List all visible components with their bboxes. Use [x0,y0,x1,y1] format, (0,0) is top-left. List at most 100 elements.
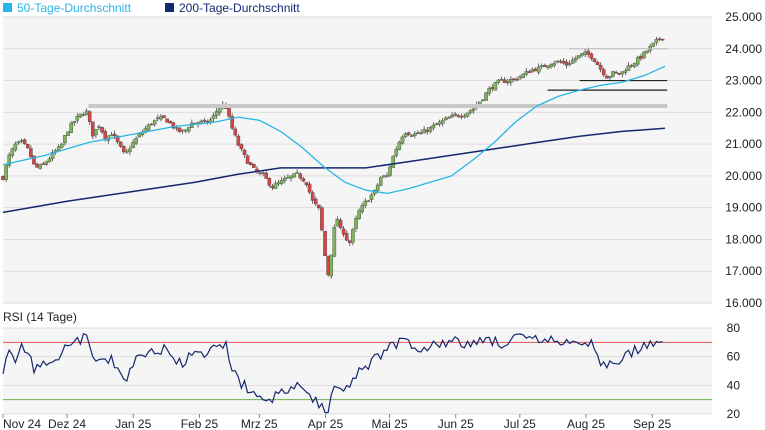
x-tick-label: Feb 25 [181,417,219,430]
candle-body [1,176,5,180]
candle-body [326,255,330,275]
candle-body [657,38,662,40]
candle-body [580,53,584,56]
candle-body [564,61,569,66]
rsi-series [2,332,663,414]
candle-body [416,132,420,134]
candle-body [570,59,575,64]
candle-body [601,69,606,76]
candle-body [13,143,18,151]
candle-body [50,152,55,160]
candle-body [626,65,631,71]
candle-body [41,163,46,165]
candle-body [539,65,544,67]
rsi-y-tick-label: 40 [727,378,741,392]
price-overlays [2,48,668,214]
candle-body [468,110,473,113]
candle-body [10,148,15,156]
candle-body [543,65,547,67]
candle-body [639,56,643,59]
candle-body [279,180,284,184]
candle-body [230,116,234,129]
candle-body [487,88,491,94]
candle-body [428,126,433,132]
candle-body [505,81,510,84]
candle-body [171,122,176,129]
candle-body [552,63,556,66]
candle-body [567,63,572,65]
candle-body [496,79,501,83]
candle-body [546,65,550,69]
price-y-tick-label: 20.000 [725,169,762,183]
candle-body [363,200,368,206]
candle-body [128,148,132,152]
candle-body [651,42,656,47]
candle-body [267,177,272,186]
candle-body [632,62,637,67]
candle-body [403,133,408,137]
candle-body [282,178,287,181]
candle-body [620,71,625,75]
candle-body [354,217,358,229]
candle-body [450,115,454,118]
candle-body [351,229,355,243]
x-axis: Nov 24 Dez 24 Jan 25 Feb 25 Mrz 25 Apr 25 Mai … [2,414,672,430]
x-tick-label: Sep 25 [633,417,671,430]
candle-body [391,155,395,168]
candle-body [509,79,513,83]
x-tick-label: Aug 25 [567,417,605,430]
price-candles [1,36,665,279]
candle-body [60,143,64,148]
x-tick-label: Apr 25 [308,417,344,430]
candle-body [527,71,532,74]
candle-body [614,71,618,74]
candle-body [245,155,250,164]
candle-body [586,50,591,55]
candle-body [344,233,349,241]
candle-body [109,134,114,137]
candle-body [273,183,278,189]
candle-body [598,64,603,70]
sma50-line [2,65,666,195]
candle-body [149,123,154,126]
candle-body [502,79,507,83]
candle-body [419,132,423,134]
candle-body [29,148,33,158]
candle-body [434,123,439,126]
candle-body [394,149,399,156]
x-tick-label: Jun 25 [438,417,474,430]
candle-body [313,198,318,205]
candle-body [425,129,430,132]
candle-body [217,107,222,113]
legend-label-sma50: 50-Tage-Durchschnitt [17,1,132,15]
candle-body [25,144,30,149]
price-y-tick-label: 19.000 [725,201,762,215]
candle-body [660,38,665,41]
candle-body [44,161,49,165]
candle-body [87,111,92,122]
rsi-y-tick-label: 20 [727,407,741,421]
legend-swatch-sma50 [3,3,12,12]
candle-body [286,176,290,179]
candle-body [440,120,445,124]
candle-body [159,116,163,120]
candle-body [558,60,563,63]
price-y-tick-label: 16.000 [725,296,762,310]
candle-body [72,121,77,124]
candle-body [56,146,61,151]
candle-body [360,205,364,212]
candle-body [125,150,129,153]
legend-label-sma200: 200-Tage-Durchschnitt [179,1,300,15]
candle-body [493,82,498,91]
candle-body [366,200,371,202]
rsi-y-tick-label: 60 [727,350,741,364]
candle-body [66,131,70,136]
price-y-tick-label: 22.000 [725,105,762,119]
candle-body [295,172,299,174]
candle-body [174,127,179,129]
rsi-y-tick-label: 80 [727,321,741,335]
candle-body [465,112,470,117]
candle-body [103,131,107,140]
candle-body [654,39,659,43]
candle-body [605,75,609,79]
